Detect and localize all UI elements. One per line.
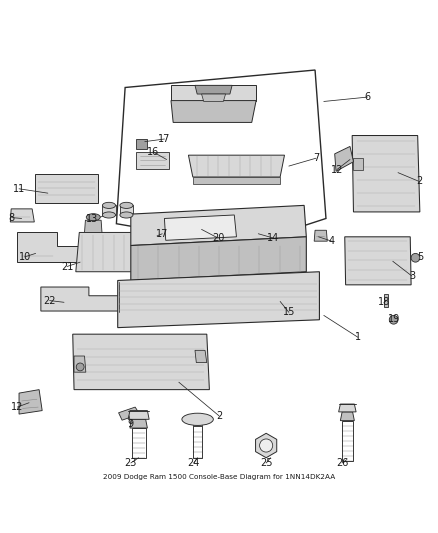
- Bar: [102, 205, 116, 215]
- Polygon shape: [131, 205, 306, 246]
- Text: 26: 26: [336, 458, 348, 468]
- Text: 11: 11: [13, 184, 25, 194]
- Polygon shape: [117, 70, 326, 246]
- Polygon shape: [76, 232, 144, 272]
- Ellipse shape: [182, 413, 213, 425]
- Polygon shape: [73, 334, 209, 390]
- Ellipse shape: [102, 203, 116, 208]
- Polygon shape: [193, 419, 202, 426]
- Text: 12: 12: [11, 402, 24, 412]
- Text: 17: 17: [158, 134, 171, 144]
- Polygon shape: [345, 237, 411, 285]
- Polygon shape: [314, 230, 327, 241]
- Polygon shape: [201, 94, 226, 101]
- Ellipse shape: [120, 203, 133, 208]
- Text: 13: 13: [86, 214, 99, 224]
- Text: 20: 20: [212, 233, 224, 243]
- Polygon shape: [171, 101, 256, 123]
- Polygon shape: [339, 404, 356, 412]
- Ellipse shape: [86, 214, 100, 221]
- Text: 5: 5: [417, 252, 423, 262]
- Text: 19: 19: [388, 314, 400, 324]
- Polygon shape: [353, 158, 363, 171]
- Circle shape: [260, 439, 273, 452]
- Polygon shape: [195, 85, 232, 94]
- Bar: [384, 294, 389, 306]
- Polygon shape: [118, 272, 319, 328]
- Text: 16: 16: [147, 147, 159, 157]
- Text: 23: 23: [125, 458, 137, 468]
- Polygon shape: [85, 220, 102, 232]
- Polygon shape: [136, 152, 169, 169]
- Text: 12: 12: [331, 165, 343, 175]
- Text: 22: 22: [43, 296, 56, 305]
- Text: 2: 2: [416, 176, 422, 187]
- Text: 4: 4: [328, 236, 335, 246]
- Ellipse shape: [120, 212, 133, 218]
- Polygon shape: [19, 390, 42, 414]
- Polygon shape: [188, 155, 285, 177]
- Polygon shape: [41, 287, 131, 311]
- Text: 24: 24: [187, 458, 200, 468]
- Polygon shape: [151, 231, 161, 239]
- Text: 18: 18: [378, 297, 390, 308]
- Ellipse shape: [102, 212, 116, 218]
- Text: 7: 7: [313, 153, 319, 163]
- Text: 25: 25: [260, 458, 272, 468]
- Circle shape: [389, 316, 398, 324]
- Polygon shape: [255, 433, 277, 458]
- Text: 6: 6: [364, 92, 371, 102]
- Text: 3: 3: [409, 271, 415, 281]
- Text: 21: 21: [61, 262, 73, 271]
- Ellipse shape: [76, 363, 84, 371]
- Polygon shape: [131, 237, 306, 280]
- Polygon shape: [340, 412, 354, 421]
- Polygon shape: [74, 356, 86, 372]
- Polygon shape: [130, 419, 148, 428]
- Bar: [120, 205, 133, 215]
- Polygon shape: [171, 85, 256, 101]
- Polygon shape: [164, 215, 237, 240]
- Text: 15: 15: [283, 308, 295, 317]
- Polygon shape: [335, 147, 353, 171]
- Text: 2: 2: [216, 411, 222, 421]
- Polygon shape: [352, 135, 420, 212]
- Polygon shape: [35, 174, 98, 203]
- Polygon shape: [195, 350, 207, 362]
- Text: 9: 9: [128, 419, 134, 429]
- Text: 2009 Dodge Ram 1500 Console-Base Diagram for 1NN14DK2AA: 2009 Dodge Ram 1500 Console-Base Diagram…: [103, 473, 335, 480]
- Polygon shape: [193, 177, 280, 184]
- Polygon shape: [136, 139, 147, 149]
- Text: 8: 8: [9, 213, 14, 223]
- Polygon shape: [128, 410, 149, 419]
- Polygon shape: [17, 232, 94, 262]
- Text: 17: 17: [156, 229, 169, 239]
- Circle shape: [411, 253, 420, 262]
- Text: 14: 14: [268, 233, 280, 243]
- Polygon shape: [11, 209, 34, 222]
- Text: 1: 1: [355, 332, 361, 342]
- Polygon shape: [119, 407, 140, 420]
- Text: 10: 10: [18, 252, 31, 262]
